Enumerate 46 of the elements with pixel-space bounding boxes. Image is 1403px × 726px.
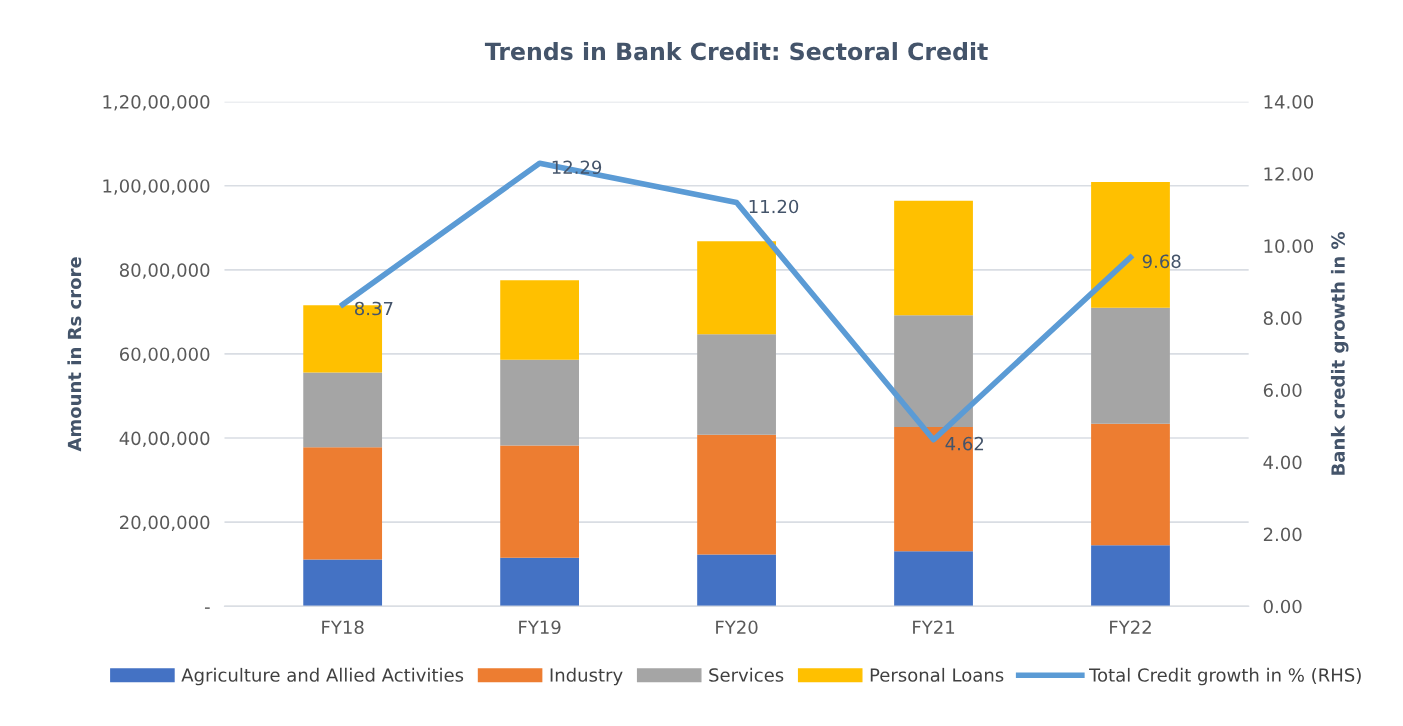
y-axis-title: Amount in Rs crore	[67, 257, 82, 452]
y2-tick-label: 2.00	[1263, 527, 1302, 542]
data-label: 11.20	[749, 199, 799, 214]
x-tick-label: FY19	[519, 620, 561, 635]
y-tick-label: -	[204, 607, 210, 609]
y2-tick-label: 12.00	[1264, 167, 1314, 181]
y2-tick-label: 6.00	[1263, 383, 1302, 398]
bar	[303, 559, 383, 607]
x-tick-label: FY22	[1110, 620, 1151, 634]
y2-axis-title: Bank credit growth in %	[1330, 231, 1349, 475]
y-tick-label: 60,00,000	[119, 347, 210, 363]
bar	[303, 447, 383, 560]
y2-tick-label: 0.00	[1263, 599, 1302, 614]
chart-title: Trends in Bank Credit: Sectoral Credit	[484, 42, 988, 61]
x-tick-label: FY18	[322, 620, 364, 635]
y2-tick-label: 10.00	[1264, 239, 1314, 253]
legend-label: Agriculture and Allied Activities	[181, 667, 464, 686]
bar	[303, 372, 383, 448]
y-tick-label: 1,00,00,000	[103, 179, 210, 195]
bar	[894, 200, 973, 316]
y-tick-label: 1,20,00,000	[103, 95, 210, 111]
x-tick-label: FY21	[913, 620, 955, 634]
bar	[697, 241, 776, 335]
x-tick-label: FY20	[716, 620, 758, 635]
y-tick-label: 20,00,000	[120, 515, 210, 532]
y2-tick-label: 14.00	[1264, 95, 1314, 109]
bar	[697, 334, 776, 435]
y2-tick-label: 8.00	[1263, 311, 1302, 325]
bar	[500, 280, 580, 360]
y2-tick-label: 4.00	[1263, 455, 1302, 470]
bar	[1091, 423, 1170, 546]
legend-label: Personal Loans	[870, 667, 1004, 682]
bar	[894, 315, 973, 428]
bar	[500, 557, 580, 607]
legend-label: Industry	[550, 667, 623, 686]
bar	[697, 434, 776, 555]
bar	[500, 445, 580, 558]
legend-label: Total Credit growth in % (RHS)	[1089, 667, 1361, 686]
y-tick-label: 80,00,000	[119, 263, 210, 279]
bar	[500, 359, 580, 446]
legend-label: Services	[709, 667, 784, 682]
bar	[1091, 307, 1170, 424]
bar	[697, 554, 776, 607]
y-tick-label: 40,00,000	[119, 431, 210, 447]
bar	[1091, 545, 1170, 607]
bar	[894, 551, 973, 607]
